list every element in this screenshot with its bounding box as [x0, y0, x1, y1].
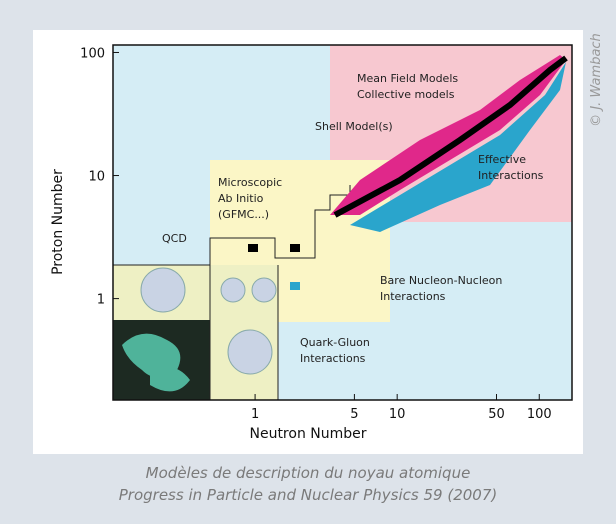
y-tick-label: 1 [97, 293, 105, 308]
y-tick-label: 10 [88, 170, 105, 185]
region-label: Microscopic [218, 176, 282, 189]
region-label: Shell Model(s) [315, 120, 393, 133]
y-axis-label: Proton Number [50, 169, 66, 275]
figure: Neutron Number Proton Number © J. Wambac… [0, 0, 616, 524]
x-tick-label: 5 [350, 407, 358, 422]
region-label: (GFMC...) [218, 208, 269, 221]
page: Neutron Number Proton Number © J. Wambac… [0, 0, 616, 524]
nucleus [290, 244, 300, 252]
region-label: Interactions [380, 290, 446, 303]
x-tick-label: 1 [251, 407, 259, 422]
region-label: Interactions [478, 169, 544, 182]
region-label: Effective [478, 153, 526, 166]
nucleus [290, 282, 300, 290]
disc [228, 330, 272, 374]
region-label: Ab Initio [218, 192, 264, 205]
x-axis-label: Neutron Number [249, 426, 366, 442]
region-label: Mean Field Models [357, 72, 458, 85]
region-label: Bare Nucleon-Nucleon [380, 274, 502, 287]
region-label: QCD [162, 232, 187, 245]
region-label: Interactions [300, 352, 366, 365]
x-tick-label: 100 [527, 407, 552, 422]
x-tick-label: 50 [488, 407, 505, 422]
region-label: Quark-Gluon [300, 336, 370, 349]
region-label: Collective models [357, 88, 455, 101]
y-tick-label: 100 [80, 46, 105, 61]
x-tick-label: 10 [389, 407, 406, 422]
disc [252, 278, 276, 302]
nucleus [248, 244, 258, 252]
caption-line: Modèles de description du noyau atomique [146, 464, 471, 482]
caption-line: Progress in Particle and Nuclear Physics… [119, 486, 497, 504]
credit: © J. Wambach [589, 33, 604, 127]
disc [141, 268, 185, 312]
disc [221, 278, 245, 302]
